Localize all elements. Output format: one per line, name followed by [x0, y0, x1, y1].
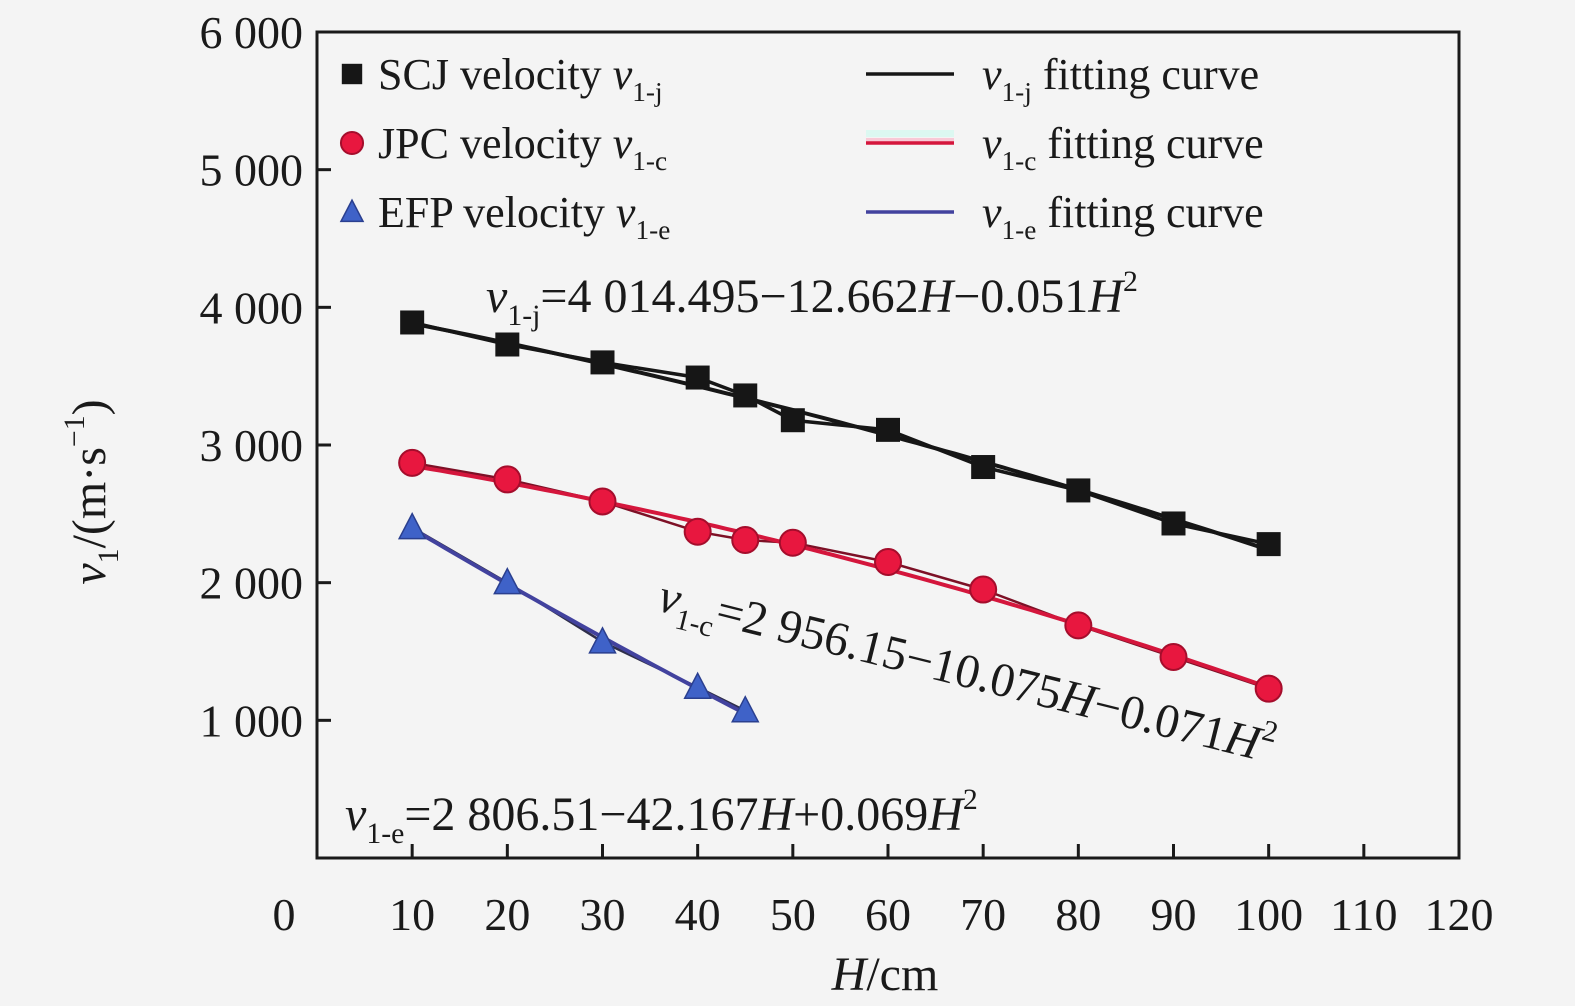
series-jpc: [398, 448, 1283, 703]
marker-square: [780, 408, 805, 433]
legend-label-efp: EFP velocity v1-e: [378, 188, 670, 245]
marker-square: [400, 310, 425, 335]
x-tick-label: 0: [273, 889, 296, 940]
y-tick-label: 3 000: [200, 420, 304, 471]
legend: SCJ velocity v1-j v1-j fitting curve JPC v…: [339, 50, 1264, 245]
y-axis-title: v1/(m·s−1): [58, 399, 125, 584]
x-tick-label: 10: [389, 889, 435, 940]
legend-label-jpc: JPC velocity v1-c: [378, 119, 667, 176]
x-tick-label: 40: [675, 889, 721, 940]
marker-square: [590, 350, 615, 375]
fit-curve-scj: [400, 319, 1281, 555]
marker-circle: [874, 548, 902, 577]
marker-square: [341, 63, 363, 85]
y-tick-label: 4 000: [200, 282, 304, 333]
x-axis-title: H/cm: [831, 948, 939, 1001]
y-tick-label: 6 000: [200, 7, 304, 58]
y-tick-label: 1 000: [200, 695, 304, 746]
marker-square: [876, 417, 900, 442]
equation-efp: v1-e=2 806.51−42.167H+0.069H2: [345, 783, 978, 850]
y-tick-label: 5 000: [200, 145, 304, 196]
legend-item-efp: EFP velocity v1-e v1-e fitting curve: [339, 188, 1264, 245]
marker-circle: [398, 448, 427, 477]
marker-circle: [339, 130, 365, 156]
legend-fit-label-scj: v1-j fitting curve: [982, 50, 1259, 107]
x-tick-label: 70: [960, 889, 1006, 940]
y-axis: 1 000 2 000 3 000 4 000 5 000 6 000: [200, 7, 331, 746]
x-tick-label: 110: [1330, 889, 1397, 940]
legend-line-halo-pink: [866, 138, 954, 142]
x-tick-label: 30: [580, 889, 626, 940]
legend-fit-label-jpc: v1-c fitting curve: [982, 119, 1264, 176]
marker-circle: [1064, 611, 1093, 640]
marker-circle: [683, 517, 712, 546]
y-tick-label: 2 000: [200, 558, 304, 609]
legend-item-jpc: JPC velocity v1-c v1-c fitting curve: [339, 119, 1264, 176]
marker-circle: [731, 525, 760, 554]
marker-triangle: [397, 511, 427, 540]
x-tick-label: 80: [1055, 889, 1101, 940]
series-efp: [397, 511, 760, 723]
x-tick-label: 60: [865, 889, 911, 940]
legend-item-scj: SCJ velocity v1-j v1-j fitting curve: [341, 50, 1259, 107]
marker-square: [1066, 478, 1091, 503]
x-tick-label: 100: [1234, 889, 1303, 940]
marker-triangle: [731, 695, 760, 723]
marker-square: [971, 455, 996, 480]
x-tick-label: 20: [484, 889, 530, 940]
x-tick-label: 120: [1425, 889, 1494, 940]
marker-triangle: [588, 626, 617, 654]
marker-circle: [588, 487, 617, 516]
marker-triangle: [493, 567, 522, 595]
marker-square: [1161, 511, 1186, 536]
x-tick-label: 50: [770, 889, 816, 940]
marker-triangle: [339, 198, 365, 223]
marker-circle: [1254, 674, 1283, 703]
equation-scj: v1-j=4 014.495−12.662H−0.051H2: [486, 265, 1138, 332]
marker-triangle: [683, 671, 712, 700]
x-tick-label: 90: [1151, 889, 1197, 940]
marker-circle: [493, 465, 522, 494]
marker-square: [1256, 532, 1281, 557]
x-axis: 0 10 20 30 40 50 60 70 80 90 100 110 120: [273, 844, 1494, 940]
legend-line-halo-cyan: [866, 130, 954, 137]
legend-fit-label-efp: v1-e fitting curve: [982, 188, 1264, 245]
series-scj: [400, 310, 1281, 557]
marker-square: [733, 383, 758, 408]
marker-square: [495, 332, 520, 357]
legend-label-scj: SCJ velocity v1-j: [378, 50, 663, 107]
marker-circle: [969, 575, 998, 604]
fit-curve-jpc: [400, 462, 1281, 693]
marker-circle: [1159, 643, 1188, 672]
marker-circle: [778, 528, 807, 557]
marker-square: [685, 365, 710, 390]
